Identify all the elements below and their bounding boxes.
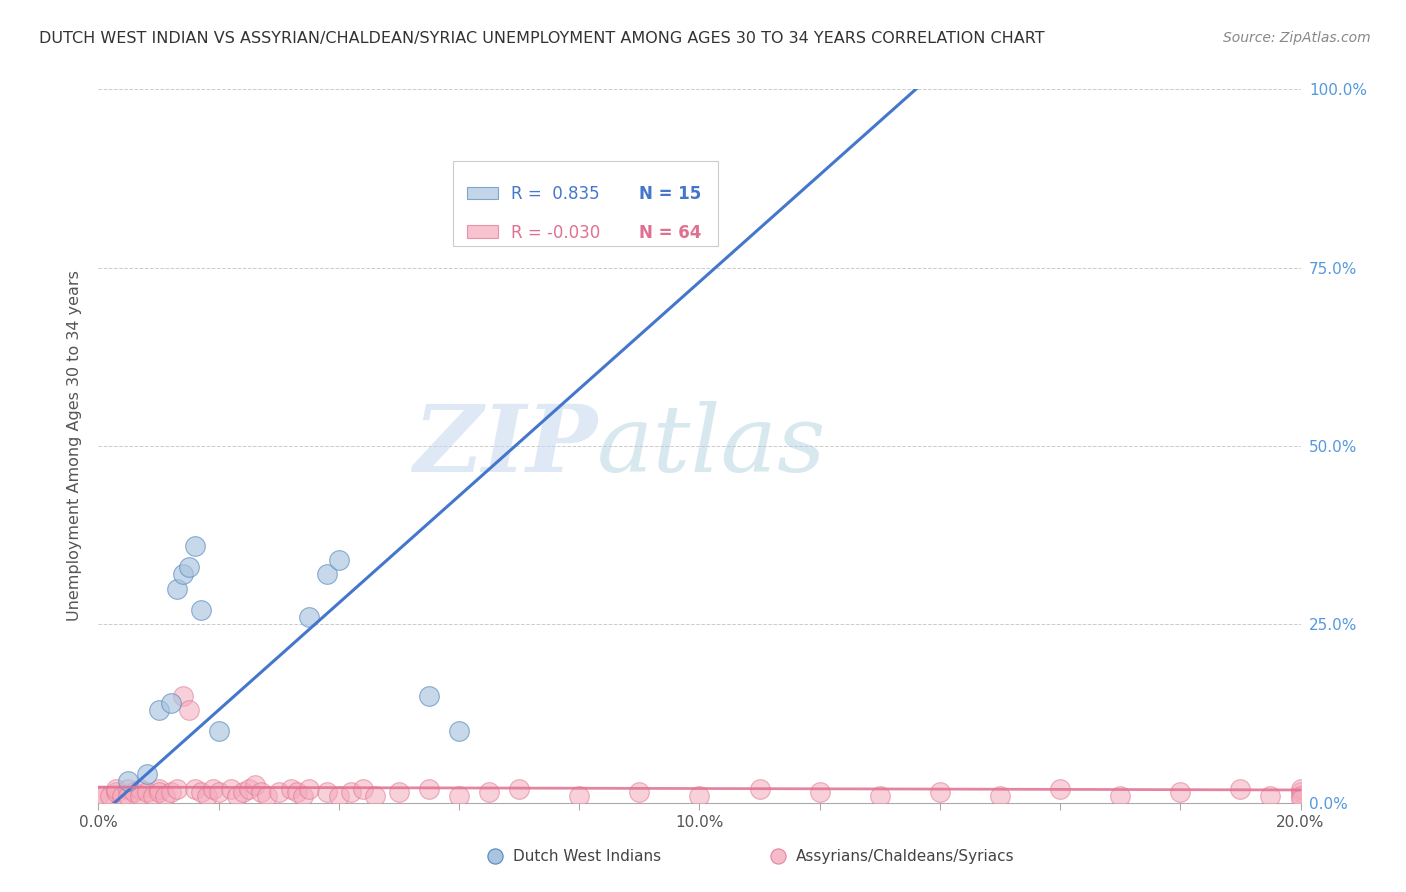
Point: [177, 703, 200, 717]
Point: [243, 778, 266, 792]
Point: [190, 785, 212, 799]
Point: [148, 785, 170, 799]
Point: [748, 781, 770, 796]
Point: [238, 781, 260, 796]
Point: [628, 785, 651, 799]
Y-axis label: Unemployment Among Ages 30 to 34 years: Unemployment Among Ages 30 to 34 years: [67, 270, 83, 622]
Point: [177, 560, 200, 574]
Text: Dutch West Indians: Dutch West Indians: [513, 849, 661, 863]
Text: ZIP: ZIP: [413, 401, 598, 491]
Point: [190, 603, 212, 617]
Point: [249, 785, 271, 799]
Point: [100, 789, 122, 803]
Point: [298, 781, 321, 796]
Point: [256, 789, 278, 803]
Point: [1260, 789, 1282, 803]
Point: [129, 781, 152, 796]
Point: [201, 781, 224, 796]
Point: [285, 785, 308, 799]
Point: [418, 781, 440, 796]
Text: N = 15: N = 15: [640, 186, 702, 203]
Text: DUTCH WEST INDIAN VS ASSYRIAN/CHALDEAN/SYRIAC UNEMPLOYMENT AMONG AGES 30 TO 34 Y: DUTCH WEST INDIAN VS ASSYRIAN/CHALDEAN/S…: [39, 31, 1045, 46]
Point: [166, 582, 188, 596]
Point: [1289, 792, 1312, 806]
Point: [1170, 785, 1192, 799]
Point: [232, 785, 254, 799]
Point: [447, 789, 470, 803]
Point: [869, 789, 891, 803]
Point: [328, 789, 350, 803]
Point: [93, 789, 115, 803]
Text: N = 64: N = 64: [640, 224, 702, 242]
Point: [315, 567, 337, 582]
Point: [1289, 785, 1312, 799]
Text: R = -0.030: R = -0.030: [510, 224, 600, 242]
FancyBboxPatch shape: [467, 225, 498, 237]
Point: [1289, 781, 1312, 796]
Point: [87, 789, 110, 803]
Point: [291, 789, 314, 803]
Point: [195, 789, 218, 803]
Point: [988, 789, 1011, 803]
Point: [225, 789, 247, 803]
FancyBboxPatch shape: [453, 161, 717, 246]
Point: [183, 539, 205, 553]
Point: [129, 789, 152, 803]
Point: [135, 767, 157, 781]
Point: [111, 789, 134, 803]
Point: [117, 774, 139, 789]
Point: [183, 781, 205, 796]
Point: [172, 689, 194, 703]
Point: [166, 781, 188, 796]
Point: [141, 789, 163, 803]
Point: [148, 703, 170, 717]
Point: [689, 789, 711, 803]
Point: [172, 567, 194, 582]
Point: [478, 785, 501, 799]
Text: Assyrians/Chaldeans/Syriacs: Assyrians/Chaldeans/Syriacs: [796, 849, 1014, 863]
Point: [328, 553, 350, 567]
Point: [808, 785, 831, 799]
Point: [219, 781, 242, 796]
Point: [1229, 781, 1251, 796]
Point: [298, 610, 321, 624]
Text: atlas: atlas: [598, 401, 827, 491]
Point: [568, 789, 591, 803]
Point: [208, 785, 231, 799]
Point: [388, 785, 411, 799]
Point: [447, 724, 470, 739]
Point: [105, 781, 128, 796]
Point: [1289, 789, 1312, 803]
Point: [105, 785, 128, 799]
Point: [153, 789, 176, 803]
Point: [148, 781, 170, 796]
Point: [1109, 789, 1132, 803]
Point: [117, 789, 139, 803]
Point: [159, 696, 181, 710]
Point: [364, 789, 387, 803]
FancyBboxPatch shape: [467, 186, 498, 199]
Point: [352, 781, 374, 796]
Point: [117, 781, 139, 796]
Point: [135, 785, 157, 799]
Point: [340, 785, 363, 799]
Point: [124, 785, 146, 799]
Point: [159, 785, 181, 799]
Point: [280, 781, 302, 796]
Point: [315, 785, 337, 799]
Text: Source: ZipAtlas.com: Source: ZipAtlas.com: [1223, 31, 1371, 45]
Point: [208, 724, 231, 739]
Point: [267, 785, 290, 799]
Point: [418, 689, 440, 703]
Text: R =  0.835: R = 0.835: [510, 186, 599, 203]
Point: [508, 781, 530, 796]
Point: [1049, 781, 1071, 796]
Point: [929, 785, 952, 799]
